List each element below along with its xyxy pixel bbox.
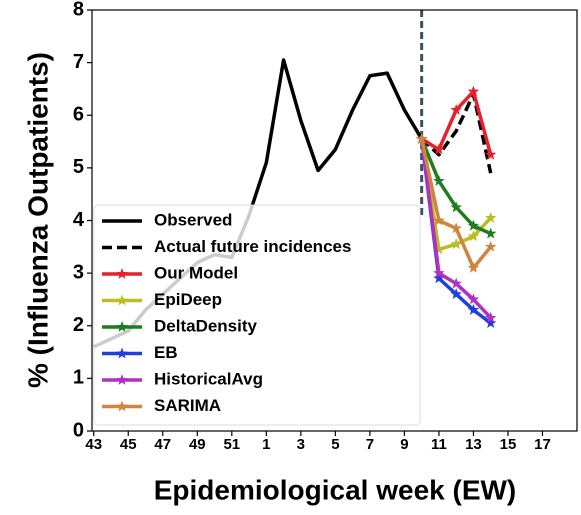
legend-marker	[116, 268, 128, 279]
series-marker	[467, 303, 480, 315]
x-tick-label: 5	[331, 436, 339, 453]
y-tick-label: 8	[73, 0, 84, 20]
series-marker	[450, 277, 462, 289]
legend-label: DeltaDensity	[154, 316, 258, 335]
series-marker	[450, 103, 462, 115]
x-tick-label: 13	[465, 436, 482, 453]
series-marker	[415, 132, 428, 144]
series-marker	[484, 211, 497, 223]
series-marker	[484, 240, 497, 252]
series-marker	[433, 175, 445, 186]
series-marker	[450, 222, 462, 234]
legend-marker	[116, 294, 128, 306]
x-tick-label: 11	[431, 436, 447, 453]
y-tick-label: 2	[73, 314, 84, 336]
legend-label: HistoricalAvg	[154, 369, 263, 388]
y-tick-label: 4	[73, 209, 85, 231]
legend-label: SARIMA	[154, 396, 221, 415]
series-marker	[467, 293, 480, 305]
x-tick-label: 15	[500, 436, 517, 453]
legend-label: Our Model	[154, 263, 238, 282]
series-marker	[484, 227, 497, 239]
legend-marker	[116, 321, 128, 332]
legend-label: Observed	[154, 210, 232, 229]
legend-label: EpiDeep	[154, 290, 222, 309]
series-marker	[433, 272, 445, 284]
series-marker	[467, 230, 480, 242]
y-tick-label: 1	[73, 367, 84, 389]
y-tick-label: 6	[73, 104, 84, 126]
x-tick-label: 45	[120, 436, 137, 453]
y-tick-label: 7	[73, 51, 84, 73]
x-tick-label: 9	[400, 436, 408, 453]
series-marker	[450, 288, 462, 300]
x-tick-label: 47	[154, 436, 171, 453]
series-marker	[433, 214, 445, 226]
series-marker	[433, 243, 445, 255]
legend-box	[93, 204, 421, 426]
legend-label: EB	[154, 343, 178, 362]
x-tick-label: 49	[189, 436, 206, 453]
legend-label: Actual future incidences	[154, 237, 351, 256]
plot-frame	[91, 9, 578, 432]
y-tick-label: 3	[73, 261, 84, 283]
series-marker	[433, 143, 445, 155]
series-marker	[467, 219, 480, 231]
series-marker	[484, 311, 497, 323]
series-marker	[484, 317, 497, 328]
series-marker	[433, 267, 445, 278]
series-line	[420, 92, 493, 174]
x-tick-label: 43	[85, 436, 102, 453]
series-marker	[467, 261, 480, 273]
x-tick-label: 1	[262, 436, 270, 453]
legend-marker	[116, 347, 128, 359]
series-marker	[484, 148, 497, 160]
x-tick-label: 7	[366, 436, 374, 453]
y-tick-label: 0	[73, 419, 84, 441]
x-tick-label: 17	[534, 436, 551, 453]
series-marker	[450, 238, 462, 250]
y-tick-label: 5	[73, 156, 84, 178]
legend-marker	[116, 374, 128, 385]
x-tick-label: 3	[297, 436, 305, 453]
x-axis-label: Epidemiological week (EW)	[154, 474, 517, 505]
series-line	[420, 89, 493, 156]
series-marker	[450, 201, 462, 213]
series-marker	[467, 85, 480, 97]
x-tick-label: 51	[223, 436, 240, 453]
legend-marker	[116, 400, 128, 412]
y-axis-label: % (Influenza Outpatients)	[22, 52, 53, 388]
